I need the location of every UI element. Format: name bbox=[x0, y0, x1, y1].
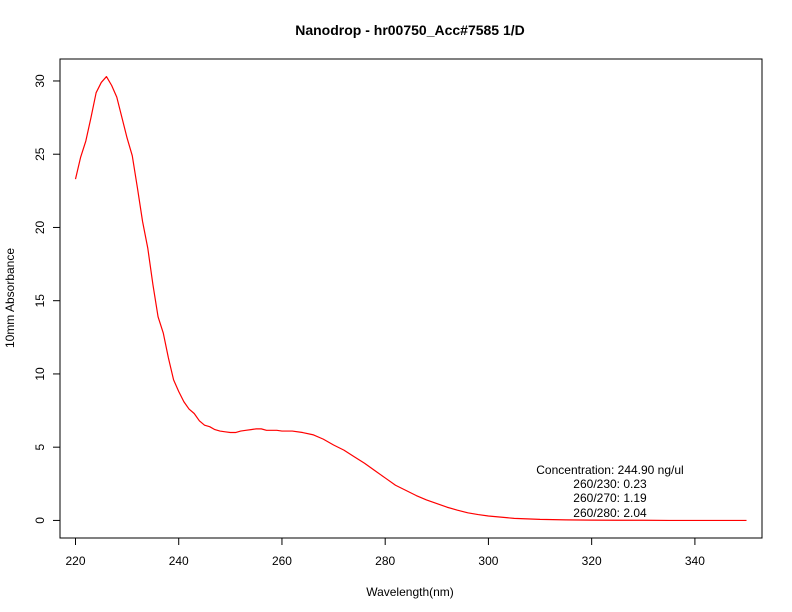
absorbance-series-line bbox=[74, 75, 747, 522]
x-axis: 220 240 260 280 300 320 340 bbox=[65, 537, 705, 568]
chart-title: Nanodrop - hr00750_Acc#7585 1/D bbox=[295, 22, 525, 38]
series-layer bbox=[74, 75, 747, 522]
x-tick-label: 240 bbox=[169, 554, 189, 568]
annotation-ratio-260-280: 260/280: 2.04 bbox=[573, 506, 647, 520]
x-tick-label: 300 bbox=[478, 554, 498, 568]
y-tick-label: 5 bbox=[33, 444, 47, 451]
y-tick-label: 25 bbox=[33, 147, 47, 161]
annotation-concentration: Concentration: 244.90 ng/ul bbox=[536, 463, 683, 477]
y-tick-label: 20 bbox=[33, 220, 47, 234]
y-axis: 0 5 10 15 20 25 30 bbox=[33, 74, 61, 524]
annotation-ratio-260-230: 260/230: 0.23 bbox=[573, 477, 647, 491]
y-tick-label: 10 bbox=[33, 367, 47, 381]
x-tick-label: 260 bbox=[272, 554, 292, 568]
x-tick-label: 220 bbox=[65, 554, 85, 568]
annotation-block: Concentration: 244.90 ng/ul 260/230: 0.2… bbox=[536, 463, 683, 520]
x-axis-label: Wavelength(nm) bbox=[366, 585, 454, 599]
x-tick-label: 320 bbox=[582, 554, 602, 568]
y-axis-label: 10mm Absorbance bbox=[3, 248, 17, 348]
y-tick-label: 15 bbox=[33, 294, 47, 308]
y-tick-label: 0 bbox=[33, 517, 47, 524]
y-tick-label: 30 bbox=[33, 74, 47, 88]
x-tick-label: 340 bbox=[685, 554, 705, 568]
annotation-ratio-260-270: 260/270: 1.19 bbox=[573, 491, 647, 505]
x-tick-label: 280 bbox=[375, 554, 395, 568]
